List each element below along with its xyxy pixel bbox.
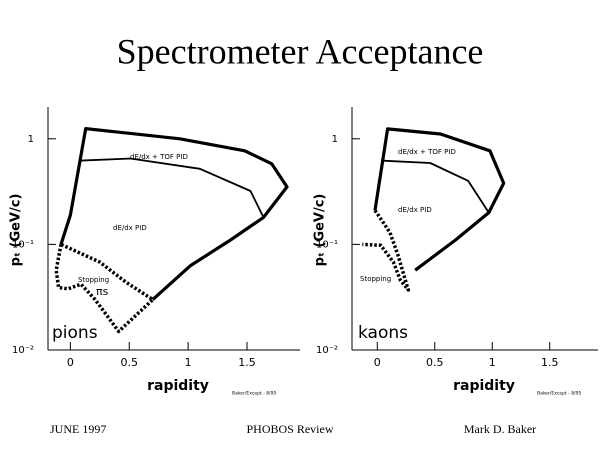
annotation: πs [96,285,109,298]
boundary-line [78,157,265,218]
y-tick-label: 1 [332,134,338,145]
credit: Baker/Except - 8/95 [537,391,581,397]
x-tick-label: 1 [185,356,192,369]
boundary-line [382,159,490,214]
y-tick-label: 10⁻² [12,345,34,356]
x-tick-label: 0.5 [121,356,139,369]
annotation: dE/dx + TOF PID [398,148,456,156]
annotation: dE/dx PID [398,206,432,214]
y-axis-label: pₜ (GeV/c) [313,194,328,267]
x-tick-label: 0 [374,356,381,369]
credit: Baker/Except - 8/95 [232,391,276,397]
y-axis-label: pₜ (GeV/c) [9,194,24,267]
x-axis-label: rapidity [147,378,209,394]
annotation: Stopping [78,276,109,284]
particle-label: pions [52,323,98,343]
footer-right: Mark D. Baker [464,422,536,436]
x-tick-label: 1 [489,356,496,369]
x-axis-label: rapidity [453,378,515,394]
annotation: Stopping [360,275,391,283]
y-tick-label: 10⁻¹ [316,239,338,250]
y-tick-label: 10⁻¹ [12,239,34,250]
x-tick-label: 0.5 [426,356,444,369]
annotation: dE/dx + TOF PID [130,153,188,161]
x-tick-label: 1.5 [238,356,256,369]
boundary-line [54,242,155,334]
footer-center: PHOBOS Review [246,422,333,436]
slide-title: Spectrometer Acceptance [117,31,484,71]
particle-label: kaons [358,323,408,343]
boundary-line [373,127,506,272]
x-tick-label: 0 [67,356,74,369]
boundary-line [362,209,411,292]
boundary-line [59,127,289,301]
x-tick-label: 1.5 [541,356,559,369]
footer-left: JUNE 1997 [50,422,106,436]
y-tick-label: 10⁻² [316,345,338,356]
y-tick-label: 1 [28,134,34,145]
annotation: dE/dx PID [113,224,147,232]
